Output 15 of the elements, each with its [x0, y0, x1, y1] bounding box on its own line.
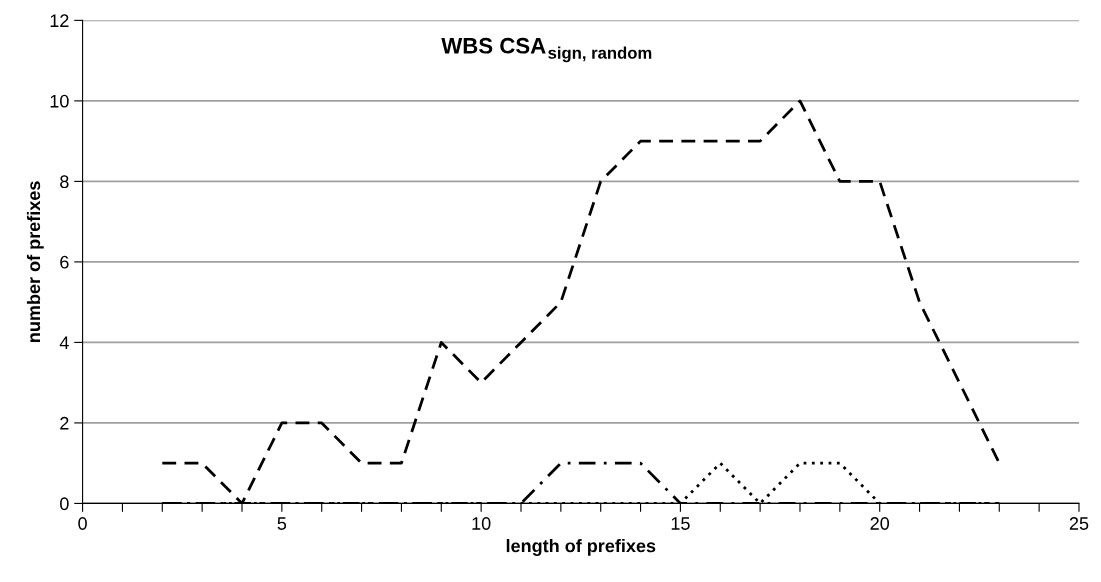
- x-tick-label: 15: [671, 517, 690, 530]
- x-tick-label: 25: [1069, 517, 1089, 530]
- x-axis-title: length of prefixes: [506, 539, 656, 556]
- x-tick-label: 0: [78, 517, 87, 530]
- y-tick-label: 0: [60, 497, 69, 511]
- y-tick-label: 10: [50, 94, 69, 108]
- x-tick-label: 10: [472, 517, 491, 530]
- y-tick-label: 8: [60, 175, 69, 189]
- y-tick-label: 12: [50, 14, 69, 27]
- x-tick-label: 20: [870, 517, 890, 530]
- x-tick-label: 5: [277, 517, 287, 530]
- y-tick-label: 4: [59, 336, 69, 349]
- y-tick-label: 2: [60, 416, 69, 430]
- y-tick-label: 6: [60, 255, 69, 269]
- y-axis-title: number of prefixes: [26, 181, 44, 342]
